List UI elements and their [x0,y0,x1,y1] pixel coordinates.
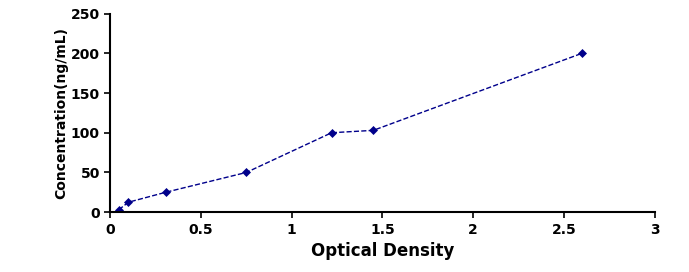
X-axis label: Optical Density: Optical Density [311,242,454,260]
Y-axis label: Concentration(ng/mL): Concentration(ng/mL) [54,27,68,199]
